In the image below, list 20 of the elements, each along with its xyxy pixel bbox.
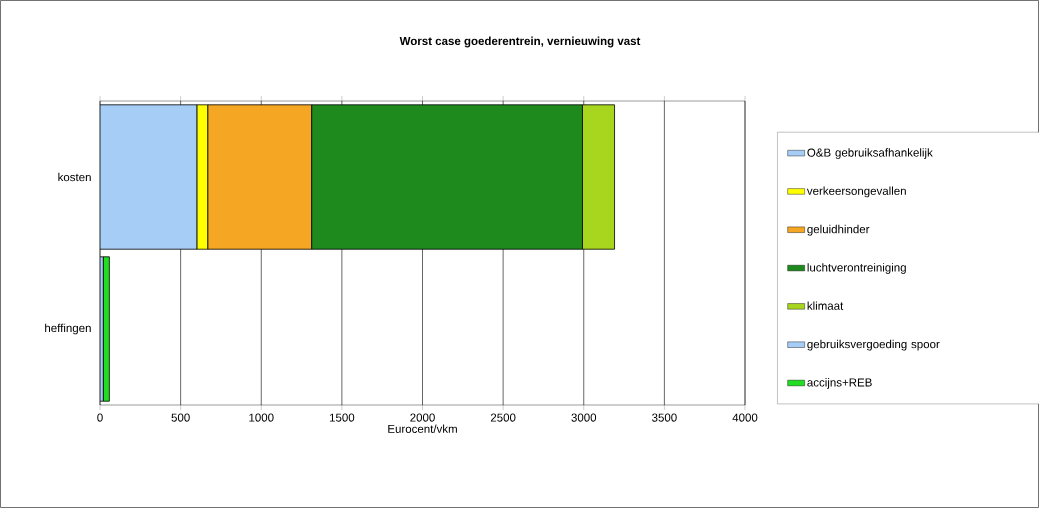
- legend-label: O&B gebruiksafhankelijk: [807, 148, 933, 159]
- y-tick-label: heffingen: [45, 323, 91, 335]
- x-tick-label: 1000: [249, 413, 274, 422]
- x-tick-label: 2500: [490, 413, 516, 422]
- legend-label: gebruiksvergoeding spoor: [807, 339, 940, 351]
- x-tick-label: 0: [97, 413, 103, 422]
- legend-label: geluidhinder: [807, 224, 870, 236]
- y-tick-label: kosten: [58, 172, 91, 182]
- chart-title: Worst case goederentrein, vernieuwing vast: [399, 36, 641, 48]
- x-tick-label: 2000: [410, 413, 435, 422]
- x-tick-label: 1500: [329, 413, 355, 422]
- legend-label: luchtverontreiniging: [807, 263, 906, 274]
- x-tick-label: 4000: [732, 413, 758, 422]
- legend-label: accijns+REB: [807, 378, 872, 389]
- x-tick-label: 3000: [571, 413, 597, 422]
- x-axis-title: Eurocent/vkm: [388, 424, 457, 433]
- x-tick-label: 3500: [652, 413, 677, 422]
- legend-label: verkeersongevallen: [806, 186, 906, 198]
- x-tick-label: 500: [171, 413, 190, 422]
- legend-label: klimaat: [807, 301, 844, 310]
